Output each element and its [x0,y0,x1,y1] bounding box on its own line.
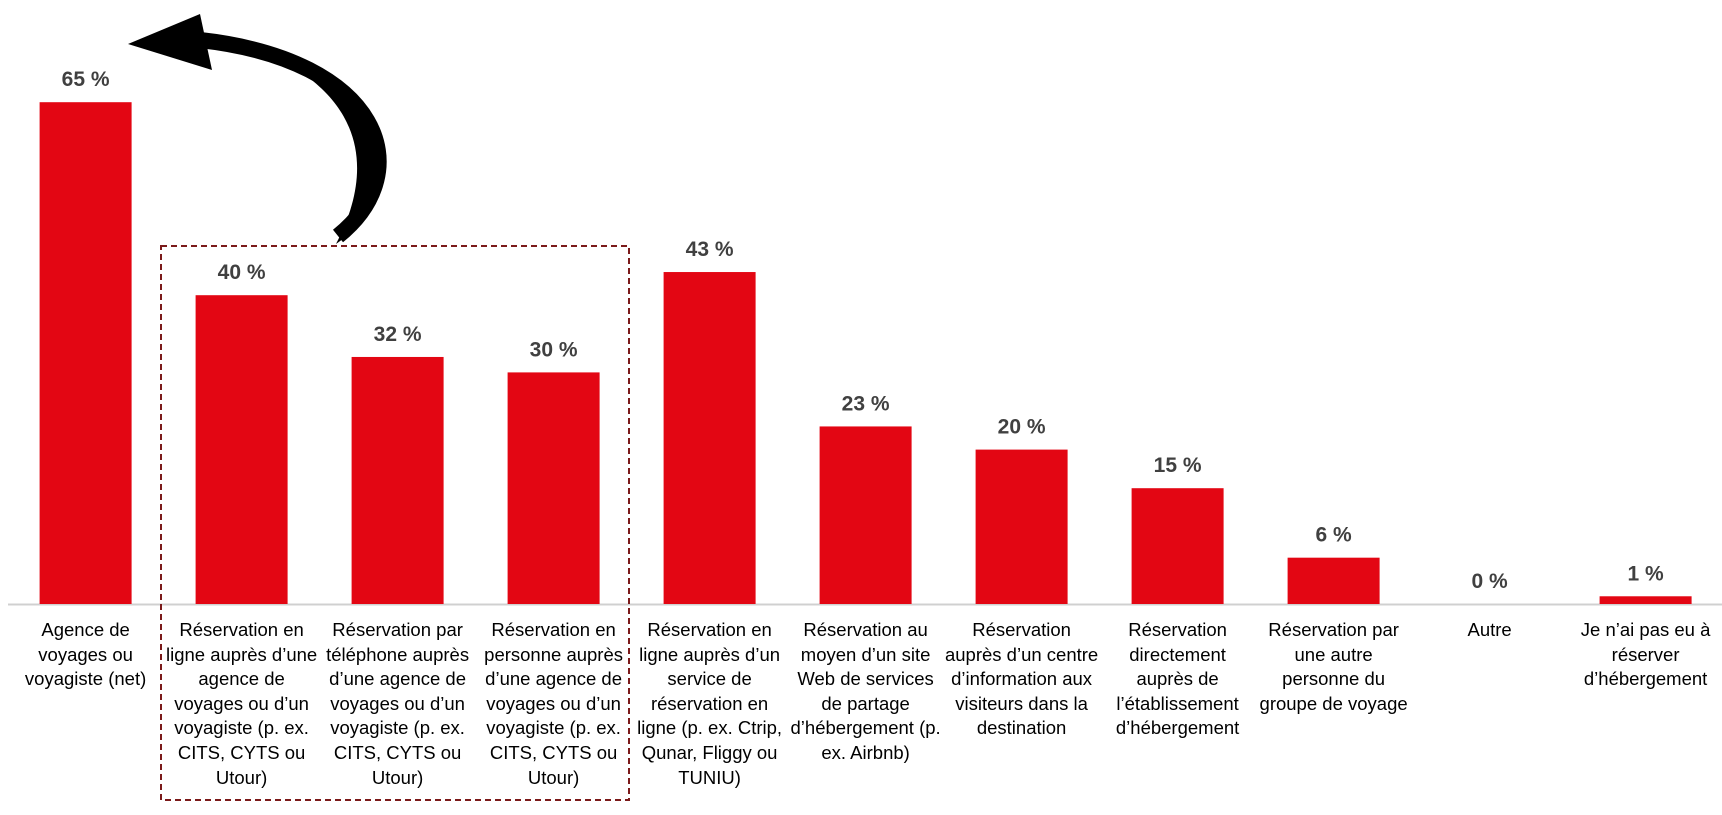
x-tick-label: Réservation en ligne auprès d’un service… [637,619,783,788]
x-tick-label: Réservation au moyen d’un site Web de se… [790,619,941,763]
x-tick-label: Agence de voyages ou voyagiste (net) [24,619,147,690]
value-label: 43 % [686,238,734,261]
bar [39,102,132,604]
x-tick-label: Réservation auprès d’un centre d’informa… [944,619,1099,739]
bar [507,372,600,604]
bar [351,356,444,604]
value-label: 65 % [62,68,110,91]
value-label: 30 % [530,338,578,361]
arrow-tail [230,40,374,244]
bar [1599,596,1692,604]
value-label: 20 % [998,416,1046,439]
x-tick-label: Réservation en ligne auprès d’une agence… [165,619,318,788]
x-tick-label: Réservation directement auprès de l’étab… [1115,619,1240,739]
bar [975,449,1068,604]
value-label: 23 % [842,392,890,415]
value-label: 32 % [374,323,422,346]
x-tick-label: Réservation par une autre personne du gr… [1259,619,1408,714]
value-label: 6 % [1316,524,1353,547]
value-label: 15 % [1154,454,1202,477]
x-tick-label: Réservation en personne auprès d’une age… [484,619,624,788]
value-label: 0 % [1472,570,1509,593]
x-tick-label: Réservation par téléphone auprès d’une a… [326,619,470,788]
value-label: 1 % [1628,562,1665,585]
highlight-box [160,245,630,801]
x-tick-label: Autre [1467,619,1512,640]
bar [663,272,756,604]
value-label: 40 % [218,261,266,284]
x-tick-label: Je n’ai pas eu à réserver d’hébergement [1580,619,1711,690]
bar [195,295,288,604]
arrow-head [128,14,212,70]
bar [819,426,912,604]
bar [1131,488,1224,604]
bar [1287,557,1380,604]
